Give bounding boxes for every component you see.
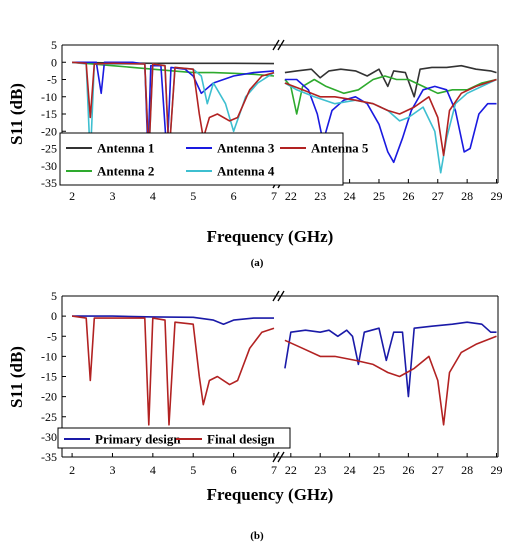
y-tick-label: -15	[41, 370, 57, 384]
series-line-low-0	[72, 315, 274, 325]
x-tick-label: 28	[461, 189, 473, 203]
x-tick-label: 2	[69, 189, 75, 203]
axis-break-mark	[277, 290, 285, 302]
series-line-low-1	[71, 315, 275, 426]
x-tick-label: 24	[344, 189, 356, 203]
x-tick-label: 7	[271, 463, 277, 477]
legend-label: Antenna 4	[217, 164, 275, 179]
x-axis-title: Frequency (GHz)	[207, 485, 334, 504]
x-tick-label: 25	[373, 189, 385, 203]
legend-label: Antenna 5	[311, 141, 369, 156]
y-tick-label: -20	[41, 124, 57, 138]
legend-label: Antenna 1	[97, 141, 154, 156]
y-tick-label: -25	[41, 142, 57, 156]
x-tick-label: 26	[402, 463, 414, 477]
x-tick-label: 27	[432, 463, 444, 477]
y-tick-label: -10	[41, 349, 57, 363]
y-tick-label: 0	[51, 55, 57, 69]
series-line-low-2	[72, 61, 275, 157]
legend-label: Final design	[207, 432, 275, 447]
x-tick-label: 5	[190, 189, 196, 203]
x-tick-label: 24	[344, 463, 356, 477]
legend-label: Primary design	[95, 432, 181, 447]
x-tick-label: 29	[491, 189, 503, 203]
series-line-high-1	[284, 335, 497, 426]
x-tick-label: 3	[109, 463, 115, 477]
y-tick-label: -25	[41, 410, 57, 424]
x-tick-label: 4	[150, 463, 156, 477]
series-line-high-0	[284, 321, 497, 398]
y-tick-label: 5	[51, 38, 57, 52]
x-tick-label: 2	[69, 463, 75, 477]
x-tick-label: 25	[373, 463, 385, 477]
axis-break-mark	[277, 39, 285, 51]
series-line-high-4	[284, 78, 497, 157]
y-tick-label: -20	[41, 390, 57, 404]
series-line-high-0	[284, 64, 497, 98]
legend-box	[59, 132, 344, 186]
series-line-low-1	[72, 61, 275, 77]
y-axis-title: S11 (dB)	[7, 346, 26, 408]
x-tick-label: 23	[314, 463, 326, 477]
y-tick-label: -30	[41, 159, 57, 173]
x-tick-label: 23	[314, 189, 326, 203]
x-tick-label: 6	[231, 463, 237, 477]
x-tick-label: 4	[150, 189, 156, 203]
legend-label: Antenna 2	[97, 164, 154, 179]
x-tick-label: 7	[271, 189, 277, 203]
y-tick-label: 0	[51, 309, 57, 323]
y-tick-label: -5	[47, 329, 57, 343]
x-tick-label: 6	[231, 189, 237, 203]
axis-break-mark	[277, 451, 285, 463]
y-tick-label: -10	[41, 90, 57, 104]
axis-break-mark	[272, 39, 280, 51]
y-tick-label: -30	[41, 430, 57, 444]
x-tick-label: 28	[461, 463, 473, 477]
x-tick-label: 26	[402, 189, 414, 203]
x-tick-label: 5	[190, 463, 196, 477]
series-line-high-2	[284, 78, 497, 164]
x-tick-label: 3	[109, 189, 115, 203]
y-tick-label: -35	[41, 176, 57, 190]
y-tick-label: -5	[47, 73, 57, 87]
x-tick-label: 22	[285, 189, 297, 203]
x-tick-label: 29	[491, 463, 503, 477]
y-tick-label: 5	[51, 289, 57, 303]
panel-label: (b)	[250, 530, 264, 542]
series-line-high-3	[284, 78, 497, 174]
axis-break-mark	[272, 451, 280, 463]
series-line-low-4	[72, 61, 275, 157]
panel-label: (a)	[251, 257, 264, 269]
y-tick-label: -35	[41, 450, 57, 464]
axis-break-mark	[272, 290, 280, 302]
x-tick-label: 22	[285, 463, 297, 477]
chart-panel-1: 50-5-10-15-20-25-30-352 3 4 5 6 7 22 23 24 25 26 27…	[7, 289, 503, 542]
legend-label: Antenna 3	[217, 141, 275, 156]
x-tick-label: 27	[432, 189, 444, 203]
legend-box	[57, 427, 291, 449]
chart-panel-0: 50-5-10-15-20-25-30-352 3 4 5 6 7 22 23 24 25 26 27…	[7, 38, 503, 269]
x-axis-title: Frequency (GHz)	[207, 227, 334, 246]
y-tick-label: -15	[41, 107, 57, 121]
y-axis-title: S11 (dB)	[7, 83, 26, 145]
